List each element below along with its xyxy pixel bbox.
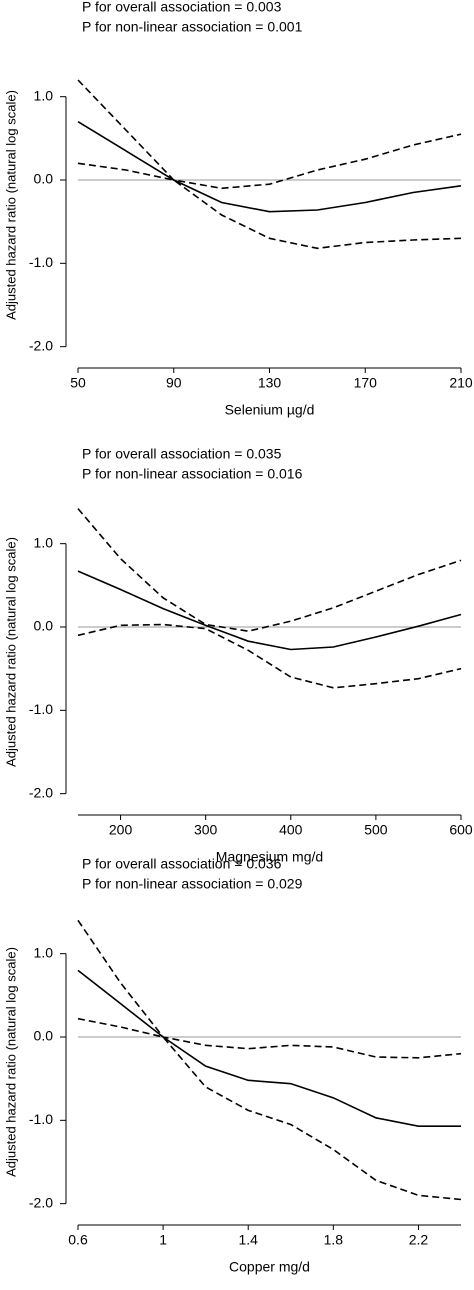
x-tick-label: 0.6 [68, 1232, 88, 1248]
y-axis-label: Adjusted hazard ratio (natural log scale… [3, 947, 18, 1177]
x-tick-label: 200 [109, 822, 133, 838]
y-tick-label: 1.0 [34, 944, 54, 960]
y-tick-label: -1.0 [29, 701, 53, 717]
y-tick-label: -1.0 [29, 254, 53, 270]
x-tick-label: 1 [159, 1232, 167, 1248]
x-tick-label: 400 [279, 822, 303, 838]
series-line [77, 79, 462, 190]
x-axis-label: Magnesium mg/d [216, 849, 323, 865]
series-line [77, 1017, 462, 1201]
y-tick-label: 0.0 [34, 1028, 54, 1044]
subtitle: P for overall association = 0.035 [82, 446, 282, 462]
x-tick-label: 130 [258, 375, 282, 391]
x-axis-label: Copper mg/d [229, 1259, 310, 1275]
series-line [77, 623, 462, 689]
x-tick-label: 50 [70, 375, 86, 391]
x-tick-label: 1.8 [324, 1232, 344, 1248]
subtitle: P for non-linear association = 0.029 [82, 876, 303, 892]
subtitle: P for non-linear association = 0.016 [82, 466, 303, 482]
x-tick-label: 300 [194, 822, 218, 838]
x-tick-label: 170 [354, 375, 378, 391]
x-tick-label: 90 [166, 375, 182, 391]
y-axis-label: Adjusted hazard ratio (natural log scale… [3, 90, 18, 320]
y-axis-label: Adjusted hazard ratio (natural log scale… [3, 537, 18, 767]
x-tick-label: 1.4 [238, 1232, 258, 1248]
y-tick-label: -2.0 [29, 784, 53, 800]
series-line [77, 969, 461, 1127]
subtitle: P for overall association = 0.003 [82, 0, 282, 15]
x-axis-label: Selenium µg/d [225, 402, 315, 418]
y-tick-label: -2.0 [29, 1194, 53, 1210]
x-tick-label: 500 [364, 822, 388, 838]
series-line [77, 120, 462, 213]
subtitle: P for overall association = 0.036 [82, 856, 282, 872]
y-tick-label: 1.0 [34, 87, 54, 103]
x-tick-label: 600 [449, 822, 473, 838]
series-line [77, 162, 462, 250]
y-tick-label: -1.0 [29, 1111, 53, 1127]
x-tick-label: 2.2 [409, 1232, 429, 1248]
y-tick-label: 0.0 [34, 618, 54, 634]
subtitle: P for non-linear association = 0.001 [82, 19, 303, 35]
y-tick-label: -2.0 [29, 337, 53, 353]
series-line [77, 570, 462, 651]
series-line [77, 508, 462, 632]
y-tick-label: 0.0 [34, 171, 54, 187]
series-line [77, 919, 462, 1059]
x-tick-label: 210 [449, 375, 473, 391]
y-tick-label: 1.0 [34, 534, 54, 550]
